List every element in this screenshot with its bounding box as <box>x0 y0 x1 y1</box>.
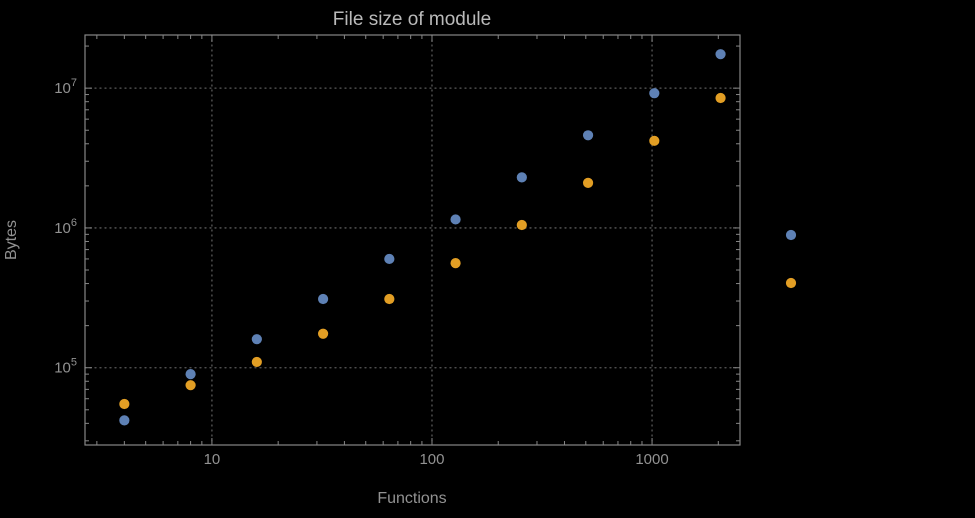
x-axis-label: Functions <box>377 490 446 507</box>
data-point-series-1-blue <box>582 130 594 141</box>
data-point-series-2-orange <box>251 356 262 368</box>
data-point-series-1-blue <box>450 214 461 225</box>
data-point-series-2-orange <box>649 135 660 146</box>
y-tick-label: 106 <box>54 217 77 237</box>
data-point-series-2-orange <box>119 398 130 410</box>
data-point-series-1-blue <box>715 49 726 60</box>
gridlines <box>84 34 741 446</box>
data-point-series-2-orange <box>582 177 594 188</box>
data-point-series-2-orange <box>185 380 196 391</box>
data-point-series-1-blue <box>251 334 262 345</box>
data-point-series-1-blue <box>119 415 130 426</box>
data-point-series-1-blue <box>516 172 527 183</box>
x-tick-label: 10 <box>204 451 221 468</box>
axis-tick-labels: 10 100 1000 105 106 107 <box>54 77 669 468</box>
y-axis-label: Bytes <box>3 220 20 260</box>
data-point-series-1-blue <box>384 253 395 265</box>
data-point-series-1-blue <box>317 293 329 305</box>
x-tick-label: 100 <box>419 451 444 468</box>
legend <box>785 229 797 289</box>
legend-marker-1 <box>785 229 797 241</box>
data-point-series-2-orange <box>715 92 726 104</box>
x-tick-label: 1000 <box>635 451 668 468</box>
data-point-series-2-orange <box>317 328 329 339</box>
legend-marker-2 <box>785 277 797 289</box>
data-points <box>119 49 726 426</box>
data-point-series-2-orange <box>384 293 395 305</box>
data-point-series-2-orange <box>450 258 461 269</box>
data-point-series-1-blue <box>649 88 660 99</box>
y-tick-label: 105 <box>54 357 77 377</box>
plot-frame <box>84 34 741 446</box>
data-point-series-1-blue <box>185 369 196 380</box>
axis-ticks <box>85 35 740 445</box>
y-tick-label: 107 <box>54 77 77 97</box>
data-point-series-2-orange <box>516 219 527 231</box>
chart-title: File size of module <box>333 9 491 30</box>
